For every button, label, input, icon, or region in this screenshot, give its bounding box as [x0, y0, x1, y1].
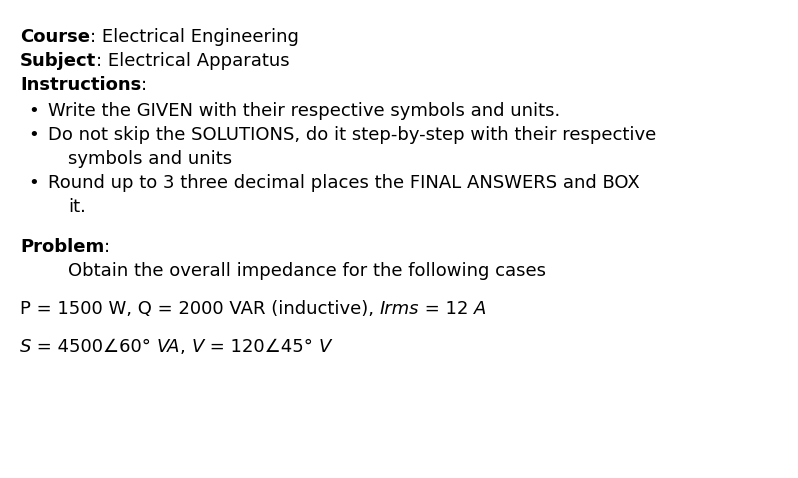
Text: •: • — [28, 174, 39, 192]
Text: symbols and units: symbols and units — [68, 150, 232, 168]
Text: VA: VA — [157, 338, 180, 356]
Text: :: : — [105, 238, 110, 256]
Text: S: S — [20, 338, 31, 356]
Text: = 4500∠60°: = 4500∠60° — [31, 338, 157, 356]
Text: it.: it. — [68, 198, 86, 216]
Text: Course: Course — [20, 28, 90, 46]
Text: : Electrical Apparatus: : Electrical Apparatus — [97, 52, 290, 70]
Text: = 120∠45°: = 120∠45° — [204, 338, 319, 356]
Text: •: • — [28, 126, 39, 144]
Text: Write the GIVEN with their respective symbols and units.: Write the GIVEN with their respective sy… — [48, 102, 560, 120]
Text: : Electrical Engineering: : Electrical Engineering — [90, 28, 299, 46]
Text: Instructions: Instructions — [20, 76, 141, 94]
Text: Irms: Irms — [380, 300, 419, 318]
Text: A: A — [474, 300, 487, 318]
Text: :: : — [141, 76, 148, 94]
Text: Problem: Problem — [20, 238, 105, 256]
Text: P = 1500 W, Q = 2000 VAR (inductive),: P = 1500 W, Q = 2000 VAR (inductive), — [20, 300, 380, 318]
Text: V: V — [192, 338, 204, 356]
Text: •: • — [28, 102, 39, 120]
Text: ,: , — [180, 338, 192, 356]
Text: V: V — [319, 338, 331, 356]
Text: Round up to 3 three decimal places the FINAL ANSWERS and BOX: Round up to 3 three decimal places the F… — [48, 174, 640, 192]
Text: Do not skip the SOLUTIONS, do it step-by-step with their respective: Do not skip the SOLUTIONS, do it step-by… — [48, 126, 656, 144]
Text: Obtain the overall impedance for the following cases: Obtain the overall impedance for the fol… — [68, 262, 546, 280]
Text: = 12: = 12 — [419, 300, 474, 318]
Text: Subject: Subject — [20, 52, 97, 70]
